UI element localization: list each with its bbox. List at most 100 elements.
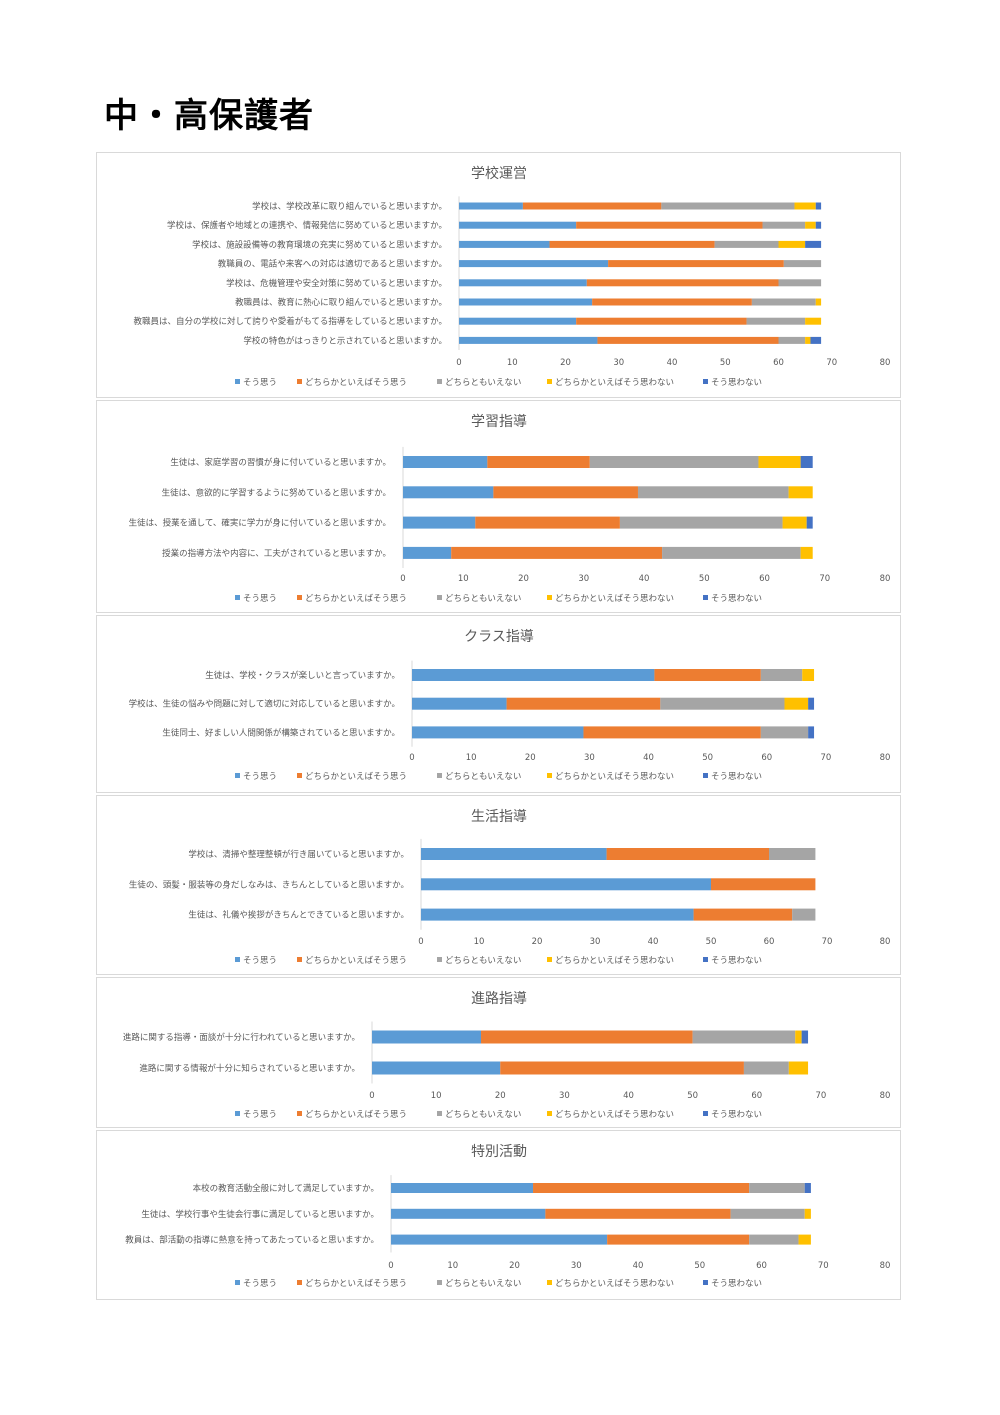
bar-segment — [660, 697, 785, 710]
x-tick-label: 50 — [694, 1261, 705, 1271]
category-label: 生徒は、学校行事や生徒会行事に満足していると思いますか。 — [141, 1209, 379, 1220]
bar-segment — [783, 260, 822, 268]
legend-swatch — [297, 1111, 302, 1116]
category-label: 学校は、施設設備等の教育環境の充実に努めていると思いますか。 — [192, 239, 447, 250]
bar-segment — [806, 516, 813, 529]
x-tick-label: 20 — [560, 358, 571, 368]
x-tick-label: 50 — [687, 1091, 698, 1101]
legend-label: そう思う — [243, 378, 277, 388]
category-label: 教職員の、電話や来客への対応は適切であると思いますか。 — [218, 259, 447, 270]
x-tick-label: 80 — [880, 574, 891, 584]
bar-segment — [592, 298, 752, 306]
legend-label: どちらともいえない — [445, 594, 521, 604]
bar-segment — [421, 908, 694, 921]
bar-segment — [800, 546, 813, 559]
x-tick-label: 30 — [571, 1261, 582, 1271]
x-tick-label: 0 — [388, 1261, 393, 1271]
legend-swatch — [547, 957, 552, 962]
page-title: 中・高保護者 — [104, 96, 314, 136]
legend-swatch — [235, 773, 240, 778]
legend-label: そう思わない — [711, 956, 762, 966]
bar-segment — [758, 456, 801, 468]
bar-segment — [692, 1030, 796, 1044]
x-tick-label: 40 — [648, 937, 659, 947]
legend-label: そう思わない — [711, 594, 762, 604]
bar-segment — [487, 456, 590, 468]
legend-label: どちらともいえない — [445, 772, 521, 782]
chart-title: 学校運営 — [471, 165, 527, 182]
legend-swatch — [437, 773, 442, 778]
x-tick-label: 50 — [699, 574, 710, 584]
x-tick-label: 30 — [590, 937, 601, 947]
legend-swatch — [437, 1280, 442, 1285]
x-tick-label: 70 — [826, 358, 837, 368]
x-tick-label: 50 — [706, 937, 717, 947]
bar-segment — [802, 669, 815, 681]
legend-swatch — [547, 595, 552, 600]
bar-segment — [769, 848, 816, 860]
bar-segment — [711, 878, 816, 891]
legend-label: どちらかといえばそう思わない — [555, 594, 674, 604]
category-label: 学校は、生徒の悩みや問題に対して適切に対応していると思いますか。 — [129, 699, 400, 710]
bar-segment — [778, 240, 806, 248]
bar-segment — [481, 1030, 693, 1044]
legend-label: そう思う — [243, 956, 277, 966]
x-tick-label: 0 — [418, 937, 423, 947]
bar-segment — [751, 298, 816, 306]
x-tick-label: 80 — [880, 1091, 891, 1101]
legend-swatch — [297, 595, 302, 600]
legend-label: どちらかといえばそう思わない — [555, 1279, 674, 1289]
x-tick-label: 40 — [643, 753, 654, 763]
bar-segment — [762, 221, 806, 229]
x-tick-label: 70 — [822, 937, 833, 947]
x-tick-label: 70 — [819, 574, 830, 584]
bar-segment — [637, 486, 789, 499]
x-tick-label: 30 — [559, 1091, 570, 1101]
bar-segment — [661, 202, 795, 210]
legend-swatch — [235, 1280, 240, 1285]
x-tick-label: 50 — [702, 753, 713, 763]
chart-title: 特別活動 — [471, 1144, 527, 1160]
legend-label: どちらかといえばそう思わない — [555, 956, 674, 966]
bar-segment — [606, 848, 769, 860]
category-label: 生徒の、頭髪・服装等の身だしなみは、きちんとしていると思いますか。 — [129, 879, 409, 890]
x-tick-label: 40 — [639, 574, 650, 584]
x-tick-label: 60 — [759, 574, 770, 584]
bar-segment — [403, 486, 494, 499]
bar-segment — [746, 317, 806, 325]
bar-segment — [815, 202, 822, 210]
chart-title: クラス指導 — [464, 629, 534, 645]
legend-swatch — [235, 595, 240, 600]
legend-label: そう思わない — [711, 1279, 762, 1289]
legend-swatch — [297, 1280, 302, 1285]
category-label: 学校は、清掃や整理整頓が行き届いていると思いますか。 — [188, 849, 409, 860]
x-tick-label: 20 — [509, 1261, 520, 1271]
x-tick-label: 70 — [815, 1091, 826, 1101]
legend-swatch — [235, 1111, 240, 1116]
chart-learning-guidance: 学習指導生徒は、家庭学習の習慣が身に付いていると思いますか。生徒は、意欲的に学習… — [129, 414, 891, 604]
bar-segment — [549, 240, 715, 248]
x-tick-label: 10 — [474, 937, 485, 947]
category-label: 生徒は、家庭学習の習慣が身に付いていると思いますか。 — [170, 457, 391, 468]
legend-label: どちらともいえない — [445, 956, 521, 966]
bar-segment — [662, 546, 801, 559]
bar-segment — [808, 697, 815, 710]
legend-label: そう思う — [243, 1110, 277, 1120]
bar-segment — [459, 317, 577, 325]
legend-swatch — [703, 595, 708, 600]
category-label: 学校の特色がはっきりと示されていると思いますか。 — [243, 335, 447, 346]
bar-segment — [403, 546, 452, 559]
category-label: 生徒は、意欲的に学習するように努めていると思いますか。 — [162, 487, 391, 498]
bar-segment — [805, 221, 816, 229]
legend-label: そう思う — [243, 772, 277, 782]
bar-segment — [589, 456, 759, 468]
bar-segment — [798, 1234, 811, 1245]
legend-label: そう思わない — [711, 378, 762, 388]
bar-segment — [586, 279, 779, 287]
category-label: 生徒は、学校・クラスが楽しいと言っていますか。 — [205, 670, 400, 681]
bar-segment — [576, 317, 747, 325]
legend-swatch — [703, 1111, 708, 1116]
x-tick-label: 60 — [751, 1091, 762, 1101]
x-tick-label: 40 — [633, 1261, 644, 1271]
bar-segment — [804, 1183, 811, 1193]
